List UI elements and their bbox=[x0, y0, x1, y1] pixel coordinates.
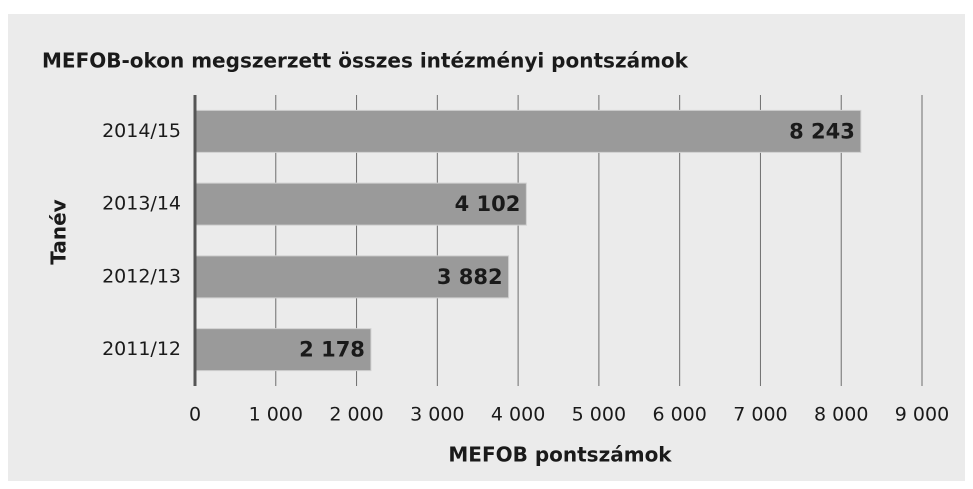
bar bbox=[194, 182, 527, 226]
bar bbox=[194, 328, 372, 372]
value-label: 3 882 bbox=[437, 265, 503, 289]
x-tick-label: 1 000 bbox=[249, 404, 303, 426]
bar bbox=[194, 109, 862, 153]
background bbox=[8, 14, 965, 481]
chart-title: MEFOB-okon megszerzett összes intézményi… bbox=[42, 49, 689, 73]
x-tick-label: 3 000 bbox=[410, 404, 464, 426]
x-tick-label: 9 000 bbox=[895, 404, 949, 426]
y-tick-label: 2014/15 bbox=[102, 120, 181, 142]
value-label: 4 102 bbox=[455, 192, 521, 216]
x-tick-label: 6 000 bbox=[652, 404, 706, 426]
x-tick-label: 7 000 bbox=[733, 404, 787, 426]
y-tick-label: 2013/14 bbox=[102, 193, 181, 215]
x-axis-label: MEFOB pontszámok bbox=[448, 443, 672, 467]
x-tick-label: 5 000 bbox=[572, 404, 626, 426]
y-tick-label: 2011/12 bbox=[102, 338, 181, 360]
value-label: 8 243 bbox=[789, 119, 855, 143]
x-tick-label: 0 bbox=[189, 404, 201, 426]
x-tick-label: 8 000 bbox=[814, 404, 868, 426]
x-tick-label: 2 000 bbox=[329, 404, 383, 426]
y-tick-label: 2012/13 bbox=[102, 265, 181, 287]
y-axis-label: Tanév bbox=[47, 199, 71, 264]
x-tick-label: 4 000 bbox=[491, 404, 545, 426]
value-label: 2 178 bbox=[299, 338, 365, 362]
bar bbox=[194, 255, 510, 299]
